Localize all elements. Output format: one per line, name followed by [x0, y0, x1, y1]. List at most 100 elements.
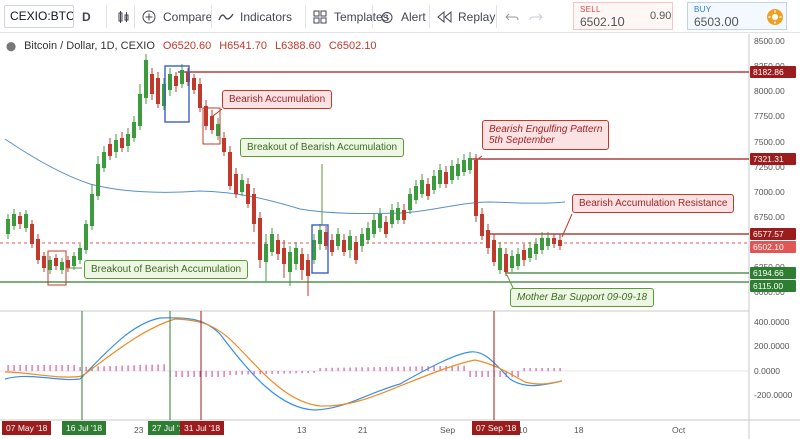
candle-body — [234, 174, 238, 194]
price-tick: 6750.00 — [754, 212, 785, 222]
histogram-bar — [235, 371, 237, 375]
histogram-bar — [115, 365, 117, 371]
accumulation-box-blue-2 — [311, 224, 329, 274]
price-tick: 6000.00 — [754, 287, 785, 297]
mother-bar-callout[interactable]: Mother Bar Support 09-09-18 — [510, 288, 655, 307]
histogram-bar — [343, 367, 345, 371]
candle-body — [546, 238, 550, 246]
replay-label: Replay — [458, 9, 496, 24]
histogram-bar — [133, 365, 135, 371]
histogram-bar — [181, 371, 183, 377]
candle-body — [78, 248, 82, 260]
sell-price: 6502.10 — [580, 14, 666, 29]
candle-body — [24, 214, 28, 228]
histogram-bar — [289, 371, 291, 374]
histogram-bar — [283, 371, 285, 374]
redo-button[interactable] — [527, 0, 550, 33]
candle-body — [48, 260, 52, 270]
candle-body — [492, 240, 496, 262]
toolbar-divider — [429, 5, 430, 28]
candle-body — [486, 230, 490, 248]
price-chart[interactable] — [0, 34, 800, 439]
candle-body — [288, 252, 292, 272]
legend-title: Bitcoin / Dollar, 1D, CEXIO — [24, 40, 155, 52]
callout-pointer-accum — [212, 108, 223, 117]
legend-collapse-icon[interactable]: ⬤ — [6, 40, 17, 51]
candle-body — [474, 160, 478, 216]
compare-button[interactable]: Compare — [140, 0, 212, 33]
candle-body — [30, 224, 34, 244]
chart-style-button[interactable] — [114, 0, 137, 33]
histogram-bar — [553, 368, 555, 371]
histogram-bar — [31, 365, 33, 371]
histogram-bar — [463, 365, 465, 371]
histogram-bar — [121, 365, 123, 371]
candle-body — [126, 134, 130, 146]
candle-body — [240, 180, 244, 192]
indicators-label: Indicators — [240, 9, 293, 24]
candle-body — [150, 74, 154, 94]
macd-signal-line — [4, 318, 563, 407]
candle-body — [522, 250, 526, 260]
settings-button[interactable] — [766, 0, 789, 33]
indicators-wave-icon — [217, 8, 235, 26]
indicators-button[interactable]: Indicators — [217, 0, 292, 33]
buy-price-frac: .00 — [720, 14, 739, 29]
candle-body — [432, 176, 436, 190]
breakout-top-callout[interactable]: Breakout of Bearish Accumulation — [240, 138, 405, 157]
candle-body — [120, 138, 124, 148]
breakout-left-callout[interactable]: Breakout of Bearish Accumulation — [84, 260, 249, 279]
histogram-bar — [433, 366, 435, 371]
sell-button[interactable]: SELL 6502.10 — [573, 2, 673, 30]
histogram-bar — [103, 366, 105, 371]
histogram-bar — [475, 371, 477, 377]
date-tag-sep7: 07 Sep '18 — [472, 421, 521, 435]
candle-body — [456, 164, 460, 176]
resistance-callout[interactable]: Bearish Accumulation Resistance — [572, 194, 735, 213]
histogram-bar — [535, 368, 537, 371]
candle-body — [132, 122, 136, 138]
templates-button[interactable]: Templates — [311, 0, 389, 33]
undo-button[interactable] — [503, 0, 526, 33]
engulfing-callout[interactable]: Bearish Engulfing Pattern 5th September — [482, 120, 610, 150]
undo-arrow-icon — [503, 8, 521, 26]
candle-body — [258, 218, 262, 260]
candle-body — [414, 186, 418, 200]
chart-legend: ⬤ Bitcoin / Dollar, 1D, CEXIO O6520.60 H… — [6, 40, 377, 52]
candle-body — [438, 170, 442, 184]
histogram-bar — [481, 371, 483, 377]
candle-body — [60, 262, 64, 270]
candle-body — [6, 219, 10, 234]
histogram-bar — [313, 371, 315, 373]
histogram-bar — [325, 367, 327, 371]
histogram-bar — [187, 371, 189, 377]
histogram-bar — [277, 371, 279, 374]
histogram-bar — [511, 371, 513, 377]
histogram-bar — [217, 371, 219, 377]
price-tag-6194: 6194.66 — [750, 267, 796, 279]
alert-label: Alert — [401, 9, 426, 24]
price-tick: 8000.00 — [754, 86, 785, 96]
engulfing-line2: 5th September — [489, 135, 555, 146]
bearish-accumulation-callout[interactable]: Bearish Accumulation — [222, 90, 333, 109]
price-tick: 7250.00 — [754, 162, 785, 172]
buy-button[interactable]: BUY 6503.00 — [687, 2, 787, 30]
candle-body — [72, 256, 76, 266]
redo-arrow-icon — [527, 8, 545, 26]
replay-button[interactable]: Replay — [435, 0, 495, 33]
alert-button[interactable]: Alert — [378, 0, 426, 33]
interval-button[interactable]: D — [82, 0, 91, 33]
symbol-search-input[interactable]: CEXIO:BTCUSD — [4, 5, 74, 28]
histogram-bar — [247, 371, 249, 375]
callout-pointer-engulf — [473, 155, 483, 163]
histogram-bar — [175, 371, 177, 377]
histogram-bar — [163, 364, 165, 371]
histogram-bar — [541, 368, 543, 371]
histogram-bar — [421, 366, 423, 371]
candle-body — [510, 256, 514, 268]
candle-body — [228, 152, 232, 186]
candle-body — [384, 222, 388, 234]
candle-body — [372, 220, 376, 234]
accumulation-box-red — [202, 107, 221, 145]
time-tick: 10 — [518, 425, 528, 435]
